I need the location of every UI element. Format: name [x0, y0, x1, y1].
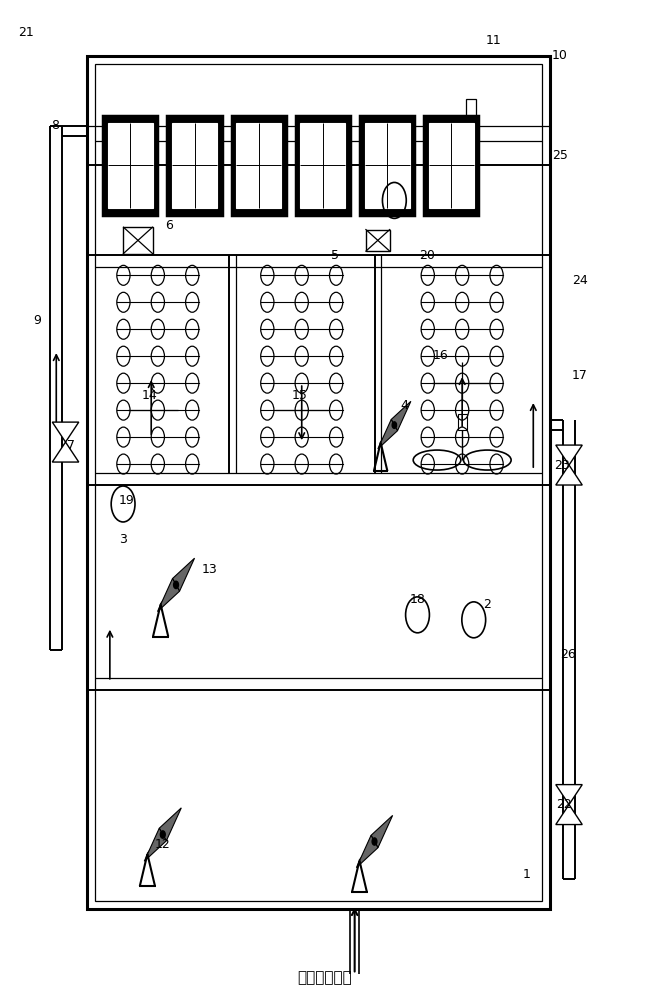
- Bar: [103, 116, 158, 215]
- Bar: [123, 227, 152, 254]
- Bar: [87, 56, 550, 165]
- Polygon shape: [556, 465, 582, 485]
- Text: 2: 2: [483, 598, 491, 611]
- Text: 3: 3: [119, 533, 127, 546]
- Text: 21: 21: [18, 26, 34, 39]
- Text: 13: 13: [202, 563, 217, 576]
- Text: 22: 22: [556, 798, 572, 811]
- Bar: [360, 116, 414, 215]
- Bar: [457, 414, 467, 430]
- Text: 24: 24: [572, 274, 587, 287]
- Bar: [365, 123, 410, 208]
- Bar: [231, 116, 286, 215]
- Text: 26: 26: [560, 648, 576, 661]
- Text: 14: 14: [142, 389, 157, 402]
- Text: 5: 5: [331, 249, 339, 262]
- Circle shape: [392, 422, 396, 428]
- Text: 预处理后污水: 预处理后污水: [298, 970, 352, 985]
- Bar: [424, 116, 479, 215]
- Polygon shape: [556, 785, 582, 805]
- Polygon shape: [159, 808, 181, 841]
- Text: 12: 12: [155, 838, 170, 851]
- Text: 23: 23: [554, 459, 570, 472]
- Bar: [300, 123, 345, 208]
- Polygon shape: [556, 805, 582, 825]
- Circle shape: [160, 831, 165, 838]
- Polygon shape: [357, 835, 378, 868]
- Polygon shape: [172, 558, 194, 591]
- Bar: [87, 56, 550, 126]
- Text: 8: 8: [51, 119, 59, 132]
- Bar: [172, 123, 217, 208]
- Text: 19: 19: [119, 493, 135, 506]
- Bar: [95, 64, 542, 901]
- Polygon shape: [52, 422, 79, 442]
- Circle shape: [372, 838, 377, 845]
- Polygon shape: [371, 815, 392, 848]
- Bar: [236, 123, 281, 208]
- Polygon shape: [391, 401, 411, 431]
- Text: 6: 6: [166, 219, 173, 232]
- Bar: [467, 99, 476, 121]
- Text: 10: 10: [552, 49, 568, 62]
- Bar: [429, 123, 474, 208]
- Polygon shape: [556, 445, 582, 465]
- Polygon shape: [378, 419, 398, 449]
- Text: 25: 25: [552, 149, 568, 162]
- Text: 16: 16: [433, 349, 449, 362]
- Text: 20: 20: [420, 249, 436, 262]
- Bar: [168, 116, 221, 215]
- Polygon shape: [158, 579, 180, 612]
- Text: 15: 15: [292, 389, 308, 402]
- Bar: [366, 230, 390, 251]
- Bar: [296, 116, 350, 215]
- Text: 17: 17: [572, 369, 587, 382]
- Text: 18: 18: [410, 593, 426, 606]
- Text: 4: 4: [400, 399, 408, 412]
- Text: 1: 1: [522, 868, 530, 881]
- Polygon shape: [52, 442, 79, 462]
- Text: 9: 9: [33, 314, 41, 327]
- Bar: [108, 123, 153, 208]
- Text: 11: 11: [486, 34, 501, 47]
- Bar: [87, 56, 550, 909]
- Text: 7: 7: [68, 439, 76, 452]
- Polygon shape: [145, 828, 166, 861]
- Circle shape: [174, 581, 178, 589]
